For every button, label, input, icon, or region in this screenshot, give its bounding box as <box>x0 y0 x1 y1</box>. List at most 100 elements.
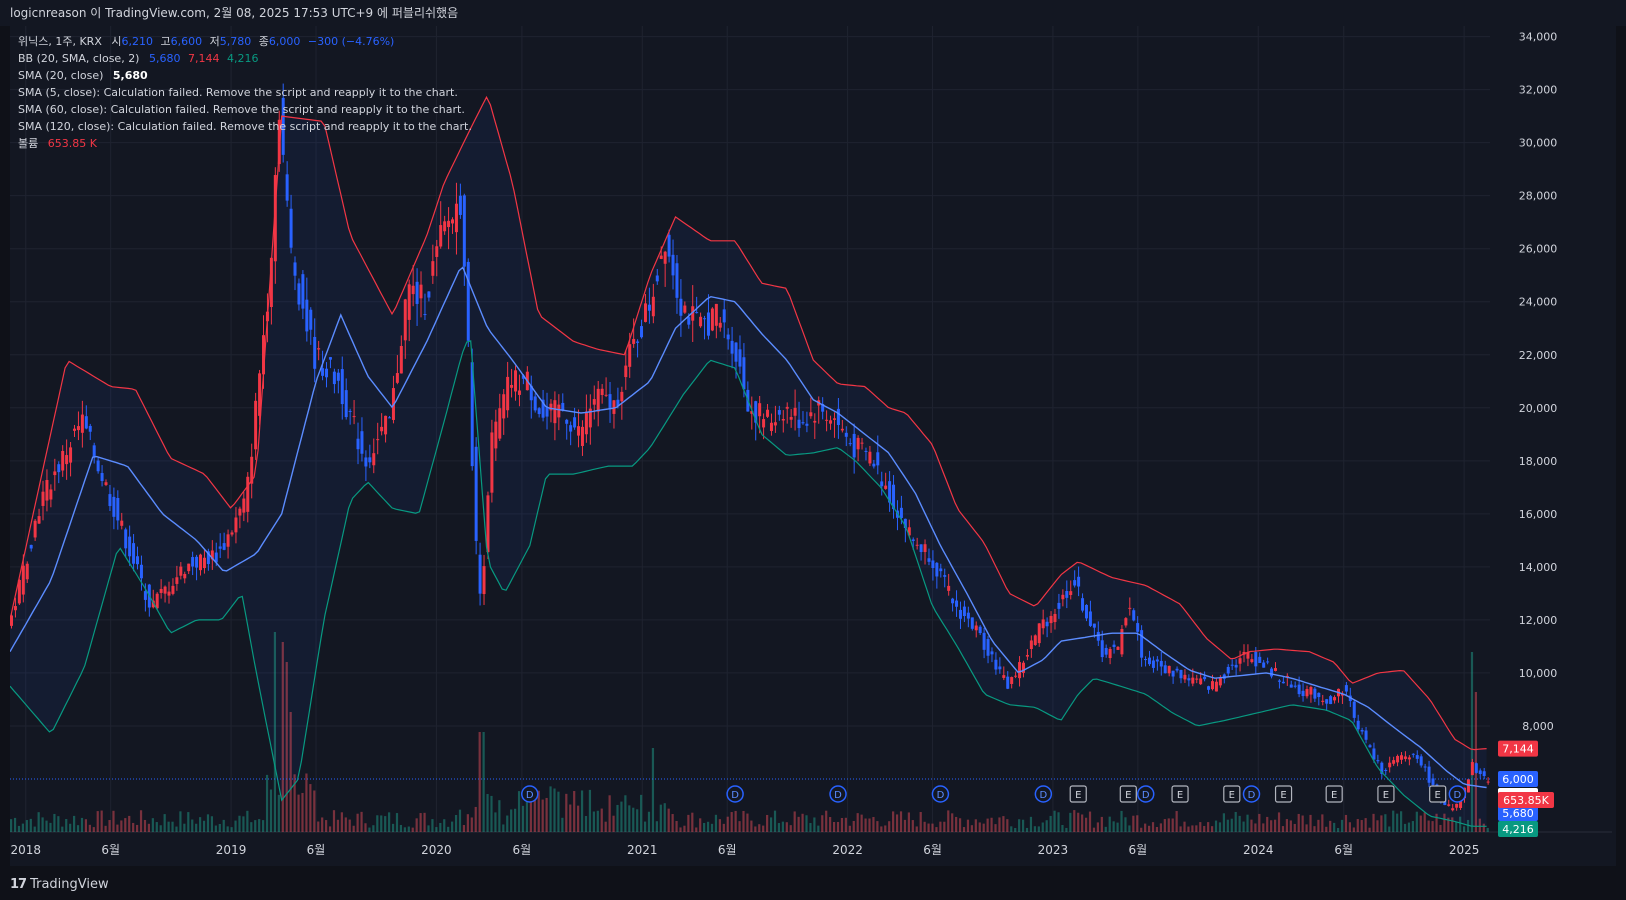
volume-bar <box>600 808 603 832</box>
candle-body <box>1301 690 1305 697</box>
volume-bar <box>836 821 840 832</box>
legend-sma60-error[interactable]: SMA (60, close): Calculation failed. Rem… <box>18 103 465 116</box>
volume-bar <box>336 819 340 832</box>
earnings-marker-label: E <box>1331 790 1337 801</box>
earnings-marker <box>1377 785 1395 803</box>
volume-bar <box>1368 827 1371 832</box>
volume-bar <box>1120 810 1123 832</box>
candle-body <box>588 408 592 428</box>
volume-bar <box>222 819 225 832</box>
volume-bar <box>1317 819 1320 832</box>
dividend-marker-label: D <box>1040 790 1048 801</box>
candle-body <box>1151 660 1155 668</box>
candle-body <box>730 340 734 354</box>
candle-body <box>1289 684 1293 688</box>
candle-body <box>998 666 1002 670</box>
candle-body <box>1258 656 1262 663</box>
volume-bar <box>289 712 292 832</box>
tradingview-logo-icon[interactable]: 17 <box>10 877 27 892</box>
volume-bar <box>447 826 450 832</box>
legend-sma5-error[interactable]: SMA (5, close): Calculation failed. Remo… <box>18 86 458 99</box>
volume-bar <box>1403 823 1407 832</box>
legend-bb-row[interactable]: BB (20, SMA, close, 2) 5,680 7,144 4,216 <box>18 50 472 67</box>
volume-bar <box>380 815 383 832</box>
volume-bar <box>1151 822 1155 832</box>
candle-body <box>994 659 998 670</box>
candle-body <box>1179 669 1183 679</box>
volume-bar <box>384 816 387 832</box>
volume-bar <box>92 827 95 832</box>
candle-body <box>553 400 557 424</box>
volume-bar <box>533 791 536 832</box>
volume-bar <box>829 817 832 832</box>
candle-body <box>1356 720 1360 730</box>
volume-bar <box>789 825 792 832</box>
candle-body <box>1297 684 1301 695</box>
volume-bar <box>1447 817 1450 832</box>
candle-body <box>604 394 608 396</box>
volume-bar <box>577 805 580 832</box>
volume-bar <box>856 813 859 832</box>
candle-body <box>864 450 868 452</box>
volume-bar <box>1262 823 1265 832</box>
volume-bar <box>722 823 725 832</box>
volume-bar <box>663 803 666 832</box>
volume-bar <box>124 818 127 832</box>
dividend-marker <box>931 785 950 803</box>
chart-frame[interactable]: 8,000 10,000 12,000 14,000 16,000 18,000 20,00… <box>10 26 1616 866</box>
volume-bar <box>990 817 993 832</box>
candle-body <box>982 632 986 650</box>
volume-bar <box>1199 822 1202 832</box>
candle-body <box>1128 607 1132 609</box>
candle-body <box>596 388 600 412</box>
price-chart[interactable]: 8,000 10,000 12,000 14,000 16,000 18,000 20,00… <box>10 26 1616 866</box>
volume-bar <box>876 821 879 832</box>
volume-bar <box>624 795 627 832</box>
x-tick-label: 2022 <box>832 843 863 857</box>
dividend-marker-label: D <box>1248 790 1256 801</box>
candle-body <box>1116 646 1120 650</box>
candle-body <box>376 439 380 441</box>
brand-name[interactable]: TradingView <box>30 877 109 892</box>
legend-ohlc-row[interactable]: 위닉스, 1주, KRX 시6,210 고6,600 저5,780 종6,000… <box>18 33 472 50</box>
candle-body <box>1014 675 1018 677</box>
volume-bar <box>1372 813 1375 832</box>
candle-body <box>88 425 92 432</box>
volume-bar <box>1069 812 1072 832</box>
price-axis-label-volume: 653.85K <box>1503 794 1549 807</box>
candle-body <box>1124 618 1128 626</box>
candle-body <box>470 362 474 467</box>
candle-body <box>624 365 628 378</box>
volume-bar <box>1407 822 1411 832</box>
volume-bar <box>128 815 131 832</box>
volume-bar <box>1277 812 1281 832</box>
volume-bar <box>41 817 44 832</box>
legend-sma120-error[interactable]: SMA (120, close): Calculation failed. Re… <box>18 120 472 133</box>
candle-body <box>1403 756 1407 759</box>
volume-bar <box>927 823 930 832</box>
legend-volume-row[interactable]: 볼륨 653.85 K <box>18 135 472 152</box>
volume-bar <box>817 825 820 832</box>
volume-bar <box>695 827 698 832</box>
volume-bar <box>53 813 56 832</box>
volume-bar <box>966 819 970 832</box>
candle-body <box>943 575 947 577</box>
volume-bar <box>1325 826 1328 832</box>
candle-body <box>966 612 970 619</box>
volume-bar <box>1258 813 1261 832</box>
candle-body <box>608 394 612 410</box>
volume-bar <box>1136 815 1139 832</box>
volume-bar <box>718 819 721 832</box>
candle-body <box>714 303 718 326</box>
candle-body <box>769 422 773 432</box>
price-axis-badge-close <box>1498 770 1538 787</box>
dividend-marker <box>1448 785 1467 803</box>
volume-bar <box>1352 827 1355 832</box>
legend-low-label: 저 <box>209 35 220 48</box>
volume-bar <box>1033 826 1036 832</box>
x-tick-label: 2023 <box>1038 843 1069 857</box>
legend-sma20-row[interactable]: SMA (20, close) 5,680 <box>18 67 472 84</box>
volume-bar <box>1049 815 1052 832</box>
candle-body <box>663 251 667 264</box>
volume-bar <box>1459 816 1462 832</box>
